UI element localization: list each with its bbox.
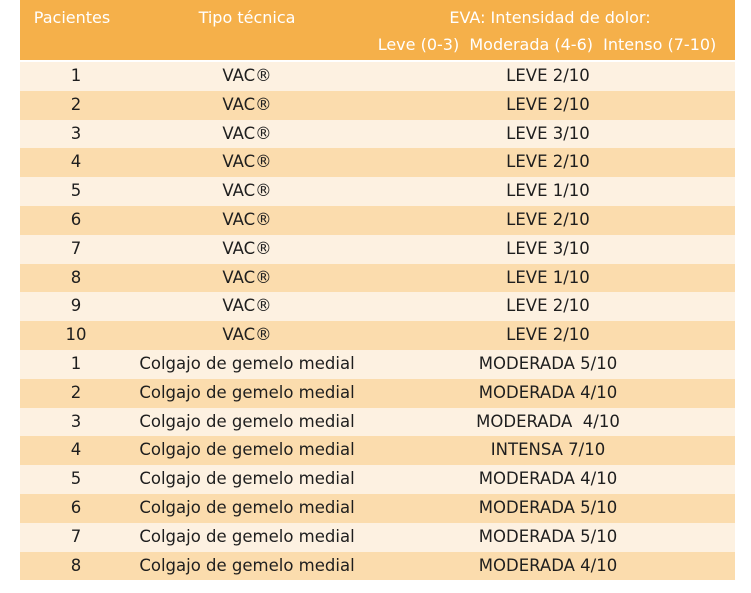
table-row: 5 Colgajo de gemelo medial MODERADA 4/10 [20, 465, 735, 494]
table-cell: VAC® [222, 238, 272, 258]
table-cell: VAC® [222, 152, 272, 172]
table-row: 8 Colgajo de gemelo medial MODERADA 4/10 [20, 551, 735, 581]
table-cell: 9 [70, 296, 82, 316]
table-cell: VAC® [222, 267, 272, 287]
table-cell: 7 [70, 526, 82, 546]
table-cell: LEVE 3/10 [506, 238, 590, 258]
table-cell: VAC® [222, 325, 272, 345]
table-cell: VAC® [222, 209, 272, 229]
table-cell: 4 [70, 440, 82, 460]
table-row: 4 VAC® LEVE 2/10 [20, 148, 735, 178]
table-cell: MODERADA 5/10 [478, 526, 618, 546]
table-cell: 6 [70, 209, 82, 229]
table-cell: 1 [70, 66, 82, 85]
table-cell: VAC® [222, 94, 272, 114]
table-cell: LEVE 2/10 [506, 66, 590, 85]
table-cell: Colgajo de gemelo medial [139, 497, 355, 517]
table-row: 6 Colgajo de gemelo medial MODERADA 5/10 [20, 493, 735, 523]
table-header: Pacientes Tipo técnica EVA: Intensidad d… [20, 0, 735, 60]
table-row: 3 VAC® LEVE 3/10 [20, 119, 735, 149]
table-row: 7 VAC® LEVE 3/10 [20, 234, 735, 264]
table-cell: MODERADA 5/10 [478, 353, 618, 373]
table-row: 4 Colgajo de gemelo medial INTENSA 7/10 [20, 436, 735, 466]
header-cell: EVA: Intensidad de dolor: [449, 8, 651, 27]
table-cell: VAC® [222, 296, 272, 316]
table-cell: MODERADA 4/10 [476, 411, 620, 431]
table-cell: Colgajo de gemelo medial [139, 555, 355, 575]
table-row: 10 VAC® LEVE 2/10 [20, 321, 735, 350]
table-cell: 2 [70, 94, 82, 114]
table-row: 7 Colgajo de gemelo medial MODERADA 5/10 [20, 522, 735, 552]
table-cell: 4 [70, 152, 82, 172]
table-cell: 10 [65, 325, 87, 345]
table-cell: 5 [70, 469, 82, 489]
table-row: 8 VAC® LEVE 1/10 [20, 263, 735, 293]
table-cell: MODERADA 4/10 [478, 469, 618, 489]
table-row: 1 Colgajo de gemelo medial MODERADA 5/10 [20, 349, 735, 379]
table-cell: 3 [70, 411, 82, 431]
table-cell: 2 [70, 382, 82, 402]
table-cell: MODERADA 5/10 [478, 497, 618, 517]
table-body: 1 VAC® LEVE 2/10 2 VAC® LEVE 2/10 3 VAC® LEVE 3/… [20, 62, 735, 581]
table-cell: 5 [70, 181, 82, 201]
table-row: 5 VAC® LEVE 1/10 [20, 177, 735, 206]
table-cell: MODERADA 4/10 [478, 382, 618, 402]
table-row: 1 VAC® LEVE 2/10 [20, 62, 735, 91]
table-cell: VAC® [222, 123, 272, 143]
table-cell: LEVE 1/10 [506, 267, 590, 287]
table-cell: Colgajo de gemelo medial [139, 353, 355, 373]
table-cell: 7 [70, 238, 82, 258]
table-cell: Colgajo de gemelo medial [139, 382, 355, 402]
table-cell: 8 [70, 267, 82, 287]
table-row: 9 VAC® LEVE 2/10 [20, 292, 735, 322]
table-row: 6 VAC® LEVE 2/10 [20, 205, 735, 235]
table-cell: 3 [70, 123, 82, 143]
table-cell: LEVE 2/10 [506, 152, 590, 172]
table-cell: VAC® [222, 181, 272, 201]
table-cell: LEVE 2/10 [506, 209, 590, 229]
table-cell: Colgajo de gemelo medial [139, 411, 355, 431]
table-cell: 6 [70, 497, 82, 517]
table-cell: LEVE 3/10 [506, 123, 590, 143]
header-cell: Pacientes [33, 8, 111, 27]
table-cell: LEVE 2/10 [506, 325, 590, 345]
table-cell: VAC® [222, 66, 272, 85]
header-scale: Leve (0-3) Moderada (4-6) Intenso (7-10) [377, 35, 717, 54]
table-cell: LEVE 2/10 [506, 296, 590, 316]
table-cell: Colgajo de gemelo medial [139, 440, 355, 460]
table-row: 3 Colgajo de gemelo medial MODERADA 4/10 [20, 407, 735, 437]
table-cell: Colgajo de gemelo medial [139, 526, 355, 546]
table-cell: LEVE 1/10 [506, 181, 590, 201]
table-row: 2 VAC® LEVE 2/10 [20, 90, 735, 120]
table: Pacientes Tipo técnica EVA: Intensidad d… [20, 0, 735, 581]
table-cell: 8 [70, 555, 82, 575]
table-cell: LEVE 2/10 [506, 94, 590, 114]
table-row: 2 Colgajo de gemelo medial MODERADA 4/10 [20, 378, 735, 408]
table-cell: 1 [70, 353, 82, 373]
table-cell: Colgajo de gemelo medial [139, 469, 355, 489]
table-cell: INTENSA 7/10 [490, 440, 606, 460]
header-cell: Tipo técnica [198, 8, 296, 27]
table-cell: MODERADA 4/10 [478, 555, 618, 575]
